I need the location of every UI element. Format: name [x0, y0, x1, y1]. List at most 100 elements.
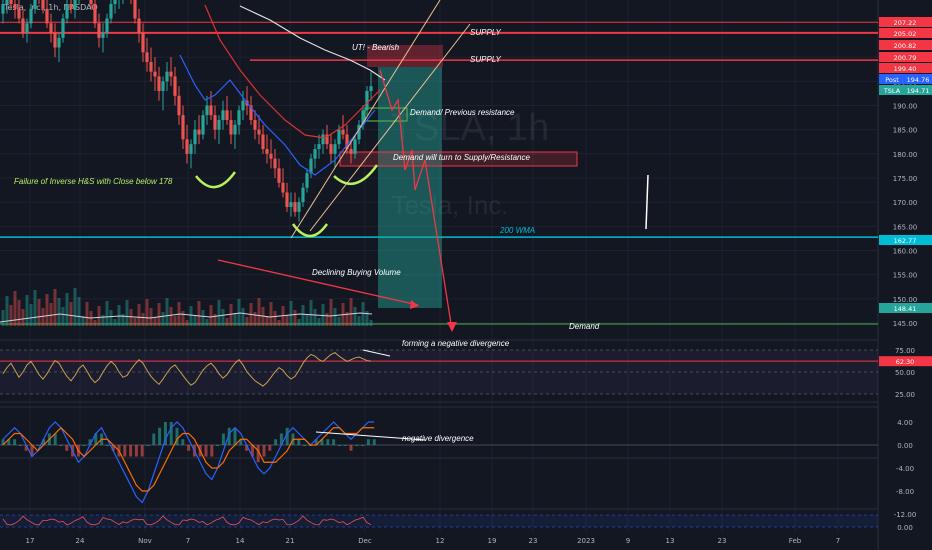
volume-bar — [53, 289, 57, 326]
price-tick-label: 165.00 — [893, 223, 918, 231]
volume-bar — [277, 320, 281, 326]
macd-histogram-bar — [343, 445, 347, 446]
volume-bar — [29, 304, 33, 326]
volume-bar — [81, 316, 85, 326]
price-tick-label: 170.00 — [893, 199, 918, 207]
volume-bar — [61, 307, 65, 326]
price-tick-label: 160.00 — [893, 248, 918, 256]
chart-title: Tesla, Inc., 1h, NASDAQ — [4, 3, 98, 12]
time-tick-label: Dec — [358, 537, 372, 545]
candle-body — [201, 115, 205, 135]
volume-bar — [329, 299, 333, 326]
macd-histogram-bar — [129, 445, 133, 457]
volume-bar — [241, 308, 245, 326]
volume-bar — [297, 319, 301, 326]
candle-body — [305, 173, 309, 188]
volume-bar — [33, 290, 37, 326]
volume-bar — [69, 302, 73, 326]
candle-body — [241, 100, 245, 111]
macd-histogram-bar — [279, 433, 283, 445]
candle-body — [173, 76, 177, 96]
time-tick-label: 12 — [436, 537, 445, 545]
volume-bar — [145, 299, 149, 326]
price-tag — [879, 17, 932, 27]
volume-bar — [209, 305, 213, 326]
volume-bar — [9, 305, 13, 326]
candle-body — [145, 52, 149, 62]
macd-tick-label: 0.00 — [897, 442, 913, 450]
volume-bar — [157, 303, 161, 326]
candle-body — [353, 139, 357, 154]
chart-annotation: negative divergence — [402, 434, 474, 443]
macd-histogram-bar — [204, 445, 208, 457]
volume-bar — [13, 291, 17, 326]
volume-bar — [77, 297, 81, 326]
price-tag — [879, 40, 932, 50]
candle-body — [221, 110, 225, 120]
ma-red-line — [204, 4, 381, 139]
macd-histogram-bar — [146, 445, 150, 446]
projection-arrow-head — [447, 322, 457, 332]
macd-histogram-bar — [233, 427, 237, 445]
candle-body — [317, 144, 321, 149]
volume-bar — [113, 319, 117, 326]
price-tag — [879, 63, 932, 73]
chart-annotation: SUPPLY — [470, 28, 502, 37]
candle-body — [225, 110, 229, 120]
volume-bar — [357, 316, 361, 326]
candle-body — [53, 33, 57, 48]
candle-body — [205, 105, 209, 116]
volume-bar — [25, 295, 29, 326]
volume-bar — [41, 308, 45, 326]
macd-histogram-bar — [53, 433, 57, 445]
candle-body — [97, 23, 101, 38]
candle-body — [21, 18, 25, 33]
macd-histogram-bar — [175, 427, 179, 445]
volume-bar — [181, 311, 185, 326]
volume-bar — [169, 307, 173, 326]
volume-bar — [313, 309, 317, 326]
volume-bar — [213, 314, 217, 326]
volume-bar — [285, 315, 289, 326]
macd-histogram-bar — [326, 439, 330, 445]
price-tag-value: 205.02 — [894, 30, 917, 38]
volume-bar — [237, 299, 241, 326]
rsi-divergence-line — [362, 349, 391, 357]
candle-body — [237, 110, 241, 125]
volume-bar — [185, 320, 189, 326]
candle-body — [197, 129, 201, 135]
macd-histogram-bar — [320, 439, 324, 445]
macd-divergence-line — [315, 431, 426, 441]
macd-signal-line — [2, 426, 375, 492]
time-tick-label: 2023 — [577, 537, 595, 545]
volume-bar — [173, 316, 177, 326]
volume-bar — [117, 305, 121, 326]
candle-body — [365, 91, 369, 111]
price-tag-value: 162.77 — [894, 237, 917, 245]
candle-body — [141, 33, 145, 53]
price-tag-value: 200.82 — [894, 42, 917, 50]
price-tick-label: 155.00 — [893, 272, 918, 280]
price-tick-label: 185.00 — [893, 127, 918, 135]
volume-bar — [93, 320, 97, 326]
candle-body — [213, 115, 217, 130]
volume-bar — [353, 307, 357, 326]
price-tick-label: 180.00 — [893, 151, 918, 159]
price-tag-label: TSLA — [883, 87, 901, 95]
macd-histogram-bar — [245, 445, 249, 451]
chart-annotation: Demand — [569, 322, 600, 331]
oscillator-line — [2, 515, 372, 526]
volume-bar — [137, 304, 141, 326]
price-tag-value: 199.40 — [894, 65, 917, 73]
volume-bar — [293, 310, 297, 326]
macd-histogram-bar — [123, 445, 127, 457]
candle-body — [189, 144, 193, 154]
price-tag — [879, 235, 932, 245]
candle-body — [257, 129, 261, 135]
rsi-current-tag — [879, 356, 932, 367]
volume-bar — [73, 288, 77, 326]
macd-histogram-bar — [239, 439, 243, 445]
volume-bar — [65, 293, 69, 326]
volume-bar — [321, 304, 325, 326]
